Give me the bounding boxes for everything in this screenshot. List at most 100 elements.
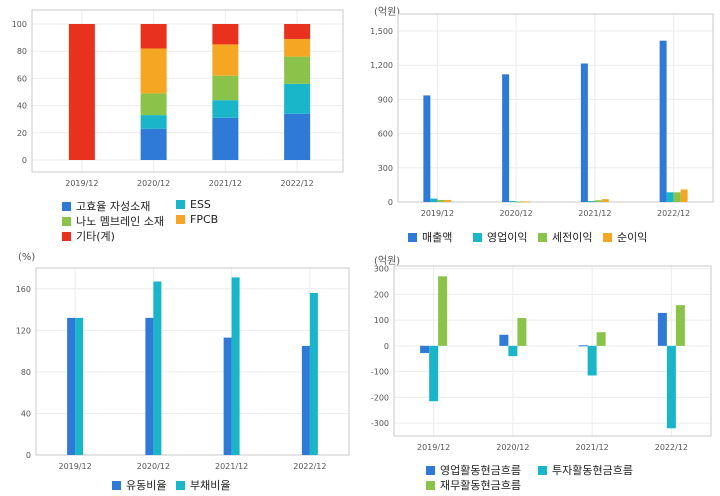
bar-재무활동현금흐름 — [517, 318, 527, 346]
legend-swatch — [538, 232, 547, 242]
bar-재무활동현금흐름 — [438, 276, 448, 346]
bar-순이익 — [444, 199, 452, 202]
y-tick-label: 80 — [21, 368, 31, 377]
legend-item[interactable]: FPCB — [176, 213, 218, 226]
bar-고효율-자성소재 — [140, 128, 167, 160]
bar-순이익 — [680, 189, 688, 202]
legend-label: FPCB — [190, 213, 219, 226]
legend-item[interactable]: 고효율 자성소재 — [62, 198, 150, 214]
legend-item[interactable]: 투자활동현금흐름 — [538, 462, 633, 478]
y-tick-label: 300 — [374, 265, 389, 274]
bar-세전이익 — [516, 201, 524, 203]
legend-swatch — [603, 232, 612, 242]
legend-item[interactable]: 부채비율 — [176, 477, 230, 493]
bar-매출액 — [502, 74, 510, 202]
bar-영업이익 — [666, 192, 674, 202]
legend-item[interactable]: 재무활동현금흐름 — [426, 477, 521, 493]
legend-label: 재무활동현금흐름 — [440, 479, 521, 492]
bar-세전이익 — [437, 199, 445, 202]
legend-swatch — [176, 215, 185, 224]
bar-기타(계) — [212, 24, 239, 45]
y-tick-label: 100 — [374, 316, 389, 325]
legend-swatch — [62, 231, 71, 241]
x-tick-label: 2020/12 — [137, 462, 170, 471]
legend-item[interactable]: 기타(계) — [62, 228, 115, 244]
bar-영업활동현금흐름 — [578, 345, 588, 347]
legend-item[interactable]: 매출액 — [408, 229, 452, 245]
bar-부채비율 — [309, 292, 318, 455]
chart-cashflow: -300 -200 -100 0 100 200 300 2019/12 2020/12 2021… — [371, 265, 712, 452]
legend-swatch — [112, 480, 121, 490]
y-tick-label: 0 — [388, 198, 393, 207]
y-tick-label: -100 — [371, 368, 389, 377]
bar-투자활동현금흐름 — [508, 345, 518, 357]
x-tick-label: 2019/12 — [417, 443, 450, 452]
legend-item[interactable]: 순이익 — [603, 229, 647, 245]
bar-기타(계) — [284, 24, 311, 39]
legend-item[interactable]: ESS — [176, 198, 211, 211]
bar-ESS — [140, 115, 167, 129]
chart-composition: 0 20 40 60 80 100 2019/12 2020/12 2021/12 2022/12 — [12, 9, 344, 188]
x-tick-label: 2021/12 — [209, 179, 242, 188]
y-tick-label: 1,500 — [370, 27, 393, 36]
unit-label: (억원) — [374, 7, 401, 18]
y-tick-label: 40 — [21, 409, 31, 418]
legend-item[interactable]: 영업활동현금흐름 — [426, 462, 521, 478]
x-tick-label: 2022/12 — [657, 209, 690, 218]
plot-frame — [397, 13, 714, 203]
bar-영업이익 — [587, 201, 595, 203]
chart-panel-income: (억원) 0 300 600 900 1,200 1,500 2019/12 2020/12 2… — [360, 0, 720, 248]
x-tick-label: 2019/12 — [59, 462, 92, 471]
bar-고효율-자성소재 — [284, 113, 311, 160]
bar-유동비율 — [223, 337, 232, 455]
bar-ESS — [284, 83, 311, 114]
bar-FPCB — [212, 44, 239, 76]
unit-label: (%) — [18, 252, 36, 263]
bar-세전이익 — [594, 200, 602, 202]
bar-기타(계) — [140, 24, 167, 49]
y-tick-label: 0 — [22, 156, 27, 165]
y-tick-label: 160 — [16, 285, 31, 294]
bar-ESS — [212, 100, 239, 118]
legend-swatch — [538, 465, 547, 475]
y-tick-label: 1,200 — [370, 61, 393, 70]
x-tick-label: 2022/12 — [293, 462, 326, 471]
legend-label: 영업활동현금흐름 — [440, 464, 521, 477]
legend-swatch — [426, 465, 435, 475]
bar-재무활동현금흐름 — [675, 305, 685, 346]
bar-세전이익 — [673, 192, 681, 202]
x-tick-label: 2019/12 — [65, 179, 98, 188]
plot-frame — [393, 265, 712, 437]
x-tick-label: 2019/12 — [421, 209, 454, 218]
plot-frame — [31, 9, 344, 173]
bar-순이익 — [601, 199, 609, 202]
legend-label: 고효율 자성소재 — [76, 200, 151, 213]
bar-유동비율 — [301, 345, 310, 455]
legend-swatch — [426, 480, 435, 490]
bar-유동비율 — [145, 317, 154, 455]
bar-매출액 — [659, 40, 667, 202]
y-tick-label: 200 — [374, 290, 389, 299]
y-tick-label: 60 — [17, 74, 27, 83]
y-tick-label: 20 — [17, 129, 27, 138]
legend-item[interactable]: 세전이익 — [538, 229, 592, 245]
legend-label: 유동비율 — [126, 479, 167, 492]
legend-swatch — [408, 232, 417, 242]
legend-item[interactable]: 유동비율 — [112, 477, 166, 493]
legend-label: ESS — [190, 198, 211, 211]
bar-나노-멤브레인-소재 — [140, 93, 167, 116]
legend-label: 기타(계) — [76, 230, 115, 243]
legend-item[interactable]: 영업이익 — [473, 229, 527, 245]
legend-swatch — [62, 216, 71, 226]
y-tick-label: 300 — [378, 164, 393, 173]
legend-item[interactable]: 나노 멤브레인 소재 — [62, 213, 164, 229]
x-tick-label: 2022/12 — [655, 443, 688, 452]
bar-매출액 — [580, 63, 588, 202]
x-tick-label: 2020/12 — [137, 179, 170, 188]
legend-label: 투자활동현금흐름 — [552, 464, 633, 477]
bar-부채비율 — [153, 281, 162, 455]
bar-고효율-자성소재 — [212, 117, 239, 160]
legend-label: 매출액 — [422, 231, 453, 244]
plot-frame — [35, 267, 350, 456]
y-tick-label: -300 — [371, 419, 389, 428]
